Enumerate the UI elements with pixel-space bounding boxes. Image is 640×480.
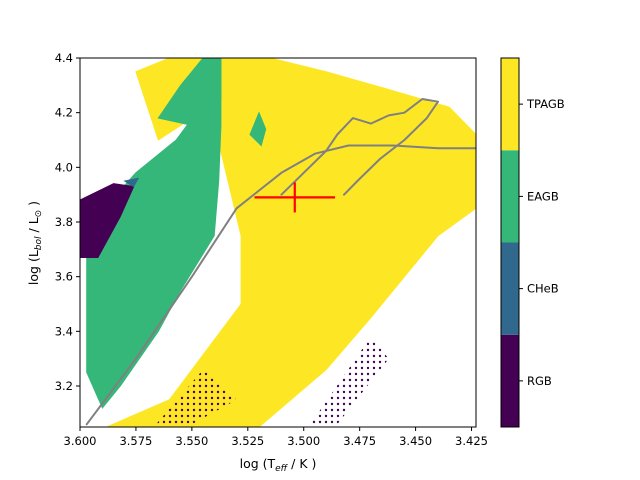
region-tpagb-0 [106, 58, 476, 427]
colorbar-label-cheb: CHeB [527, 282, 559, 296]
x-tick-label: 3.550 [175, 434, 208, 448]
phase-regions [80, 58, 476, 427]
track-isochrone-agb [280, 98, 439, 196]
x-axis-ticks: 3.600 3.575 3.550 3.525 3.500 3.475 3.450 3.425 [64, 427, 488, 448]
region-cheb-6 [123, 177, 140, 188]
y-axis-ticks: 3.2 3.4 3.6 3.8 4.0 4.2 4.4 [55, 51, 80, 393]
colorbar-label-rgb: RGB [527, 374, 552, 388]
colorbar-swatch-rgb [501, 334, 519, 427]
colorbar-swatch-eagb [501, 150, 519, 243]
colorbar-swatch-tpagb [501, 58, 519, 151]
colorbar-frame [500, 57, 520, 428]
region-eagb-2 [86, 58, 222, 409]
plot-frame [79, 57, 477, 428]
x-tick-label: 3.475 [343, 434, 376, 448]
region-eagb-3 [157, 58, 222, 127]
colorbar-label-tpagb: TPAGB [526, 97, 565, 111]
y-axis-title: log (Lbol / L⊙ ) [26, 201, 44, 285]
colorbar-label-eagb: EAGB [527, 189, 559, 203]
x-tick-label: 3.425 [455, 434, 488, 448]
isochrone-tracks [85, 98, 476, 426]
y-tick-label: 4.2 [55, 106, 73, 120]
region-rgb-7 [156, 369, 237, 425]
x-axis-title: log (Teff / K ) [240, 456, 317, 474]
y-tick-label: 3.4 [55, 324, 73, 338]
y-tick-label: 4.4 [55, 51, 73, 65]
y-tick-label: 3.8 [55, 215, 73, 229]
x-tick-label: 3.525 [231, 434, 264, 448]
star-marker [254, 182, 336, 213]
region-eagb-4 [249, 111, 267, 147]
x-tick-label: 3.575 [119, 434, 152, 448]
y-tick-label: 4.0 [55, 160, 73, 174]
x-tick-label: 3.500 [287, 434, 320, 448]
colorbar-swatch-cheb [501, 242, 519, 335]
x-tick-label: 3.600 [64, 434, 97, 448]
x-tick-label: 3.450 [399, 434, 432, 448]
y-tick-label: 3.6 [55, 270, 73, 284]
phase-colorbar: RGB CHeB EAGB TPAGB [500, 57, 565, 428]
y-tick-label: 3.2 [55, 379, 73, 393]
region-rgb-8 [310, 336, 389, 425]
track-isochrone [85, 144, 476, 426]
